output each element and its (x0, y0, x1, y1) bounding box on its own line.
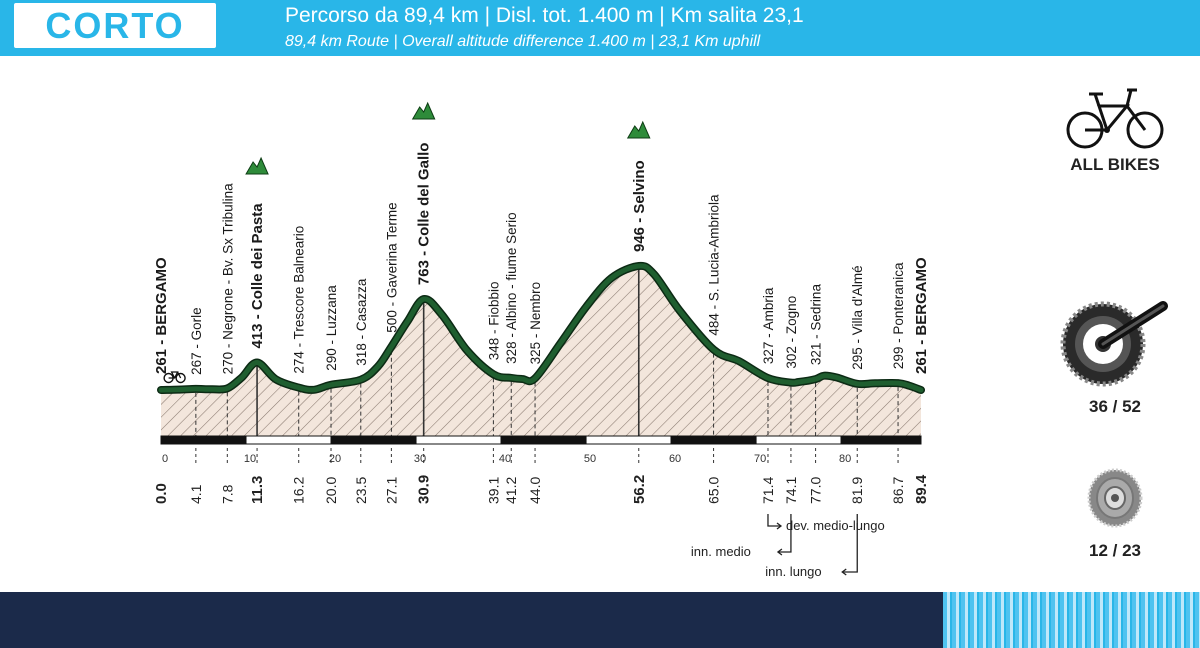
waypoint-km-label: 71.4 (760, 477, 776, 504)
bike-type-panel: ALL BIKES (1040, 84, 1190, 175)
waypoint-label: 270 - Negrone - Bv. Sx Tribulina (220, 183, 235, 375)
x-tick-label: 60 (669, 453, 681, 465)
x-tick-label: 70 (754, 453, 766, 465)
waypoint-km-label: 41.2 (503, 477, 519, 504)
waypoint-label: 290 - Luzzana (324, 285, 339, 371)
x-tick-label: 10 (244, 453, 256, 465)
distance-bar-segment (245, 435, 332, 445)
x-tick-label: 40 (499, 453, 511, 465)
summit-mountain-icon (411, 101, 436, 120)
waypoint-label: 261 - BERGAMO (153, 257, 170, 374)
subtitle-italian: Percorso da 89,4 km | Disl. tot. 1.400 m… (285, 4, 804, 27)
waypoint-label: 946 - Selvino (631, 160, 648, 252)
annotation-dev: dev. medio-lungo (786, 518, 885, 533)
x-tick-label: 80 (839, 453, 851, 465)
waypoint-label: 321 - Sedrina (809, 284, 824, 366)
header-banner: CORTO Percorso da 89,4 km | Disl. tot. 1… (0, 0, 1200, 56)
waypoint-km-label: 65.0 (706, 477, 722, 504)
x-tick-label: 30 (414, 453, 426, 465)
waypoint-label: 274 - Trescore Balneario (292, 226, 307, 374)
bicycle-icon (1066, 88, 1164, 149)
waypoint-label: 327 - Ambria (761, 287, 776, 364)
elevation-profile-chart: 0 10 20 30 40 50 60 70 80 0.0 261 - BERGAMO 4.1 267… (153, 101, 930, 579)
footer-stripes (943, 592, 1200, 648)
waypoint-km-label: 74.1 (783, 477, 799, 504)
route-title: CORTO (45, 5, 185, 46)
waypoint-label: 500 - Gaverina Terme (384, 202, 399, 332)
crankset-icon (1060, 301, 1168, 387)
distance-bar-segment (585, 435, 672, 445)
waypoint-km-label: 56.2 (631, 475, 648, 504)
distance-bar-segment (670, 435, 757, 445)
chainring-panel: 36 / 52 (1040, 292, 1190, 417)
waypoint-km-label: 81.9 (849, 477, 865, 504)
chainring-label: 36 / 52 (1089, 397, 1141, 416)
x-tick-label: 50 (584, 453, 596, 465)
waypoint-km-label: 23.5 (353, 477, 369, 504)
waypoint-label: 302 - Zogno (784, 296, 799, 369)
inn-lungo-arrowhead (841, 568, 847, 576)
summit-mountain-icon (245, 156, 269, 175)
dev-arrowhead (776, 522, 783, 530)
waypoint-label: 325 - Nembro (528, 282, 543, 365)
waypoint-km-label: 27.1 (383, 477, 399, 504)
waypoint-label: 328 - Albino - fiume Serio (504, 212, 519, 364)
waypoint-label: 318 - Casazza (354, 278, 369, 366)
profile-line (158, 263, 924, 393)
waypoint-km-label: 44.0 (527, 477, 543, 504)
cassette-icon (1087, 468, 1143, 528)
summit-mountain-icon (626, 120, 651, 139)
start-bicycle-wheel (175, 372, 186, 384)
distance-bar-segment (500, 435, 587, 445)
inn-medio-arrowhead (776, 548, 783, 556)
inn-medio-arrow (778, 514, 792, 553)
waypoint-km-label: 20.0 (323, 477, 339, 504)
cassette-label: 12 / 23 (1089, 541, 1141, 560)
waypoint-km-label: 11.3 (249, 476, 266, 504)
inn-lungo-arrow (843, 514, 858, 573)
waypoint-label: 299 - Ponteranica (891, 262, 906, 369)
waypoint-label: 763 - Colle del Gallo (416, 143, 433, 286)
start-bicycle-fork (177, 371, 182, 379)
annotation-inn-lungo: inn. lungo (765, 564, 821, 579)
cassette-panel: 12 / 23 (1040, 466, 1190, 561)
subtitle-english: 89,4 km Route | Overall altitude differe… (285, 33, 761, 50)
waypoint-label: 484 - S. Lucia-Ambriola (707, 194, 722, 336)
profile-area (161, 265, 921, 438)
waypoint-label: 295 - Villa d'Almé (850, 265, 865, 369)
waypoint-km-label: 89.4 (913, 474, 930, 504)
waypoint-label: 267 - Gorle (189, 307, 204, 375)
waypoint-km-label: 16.2 (291, 477, 307, 504)
waypoint-km-label: 4.1 (188, 484, 204, 504)
x-tick-label: 0 (162, 453, 168, 465)
dev-arrow (767, 514, 780, 527)
start-bicycle-icon (163, 371, 186, 384)
waypoint-label: 348 - Fiobbio (486, 281, 501, 360)
waypoint-km-label: 30.9 (416, 475, 433, 504)
title-box: CORTO (14, 3, 216, 48)
waypoint-label: 413 - Colle dei Pasta (249, 203, 266, 349)
distance-bar-segment (840, 435, 922, 445)
waypoint-km-label: 0.0 (153, 483, 170, 504)
x-tick-label: 20 (329, 453, 341, 465)
waypoint-km-label: 77.0 (808, 477, 824, 504)
waypoint-label: 261 - BERGAMO (913, 257, 930, 374)
waypoint-km-label: 86.7 (890, 477, 906, 504)
waypoint-km-label: 39.1 (485, 477, 501, 504)
bike-type-label: ALL BIKES (1070, 155, 1160, 174)
distance-bar-segment (330, 435, 417, 445)
waypoint-km-label: 7.8 (219, 484, 235, 504)
distance-bar-segment (415, 435, 502, 445)
distance-bar-segment (755, 435, 842, 445)
annotation-inn-medio: inn. medio (691, 544, 751, 559)
distance-bar-segment (160, 435, 247, 445)
